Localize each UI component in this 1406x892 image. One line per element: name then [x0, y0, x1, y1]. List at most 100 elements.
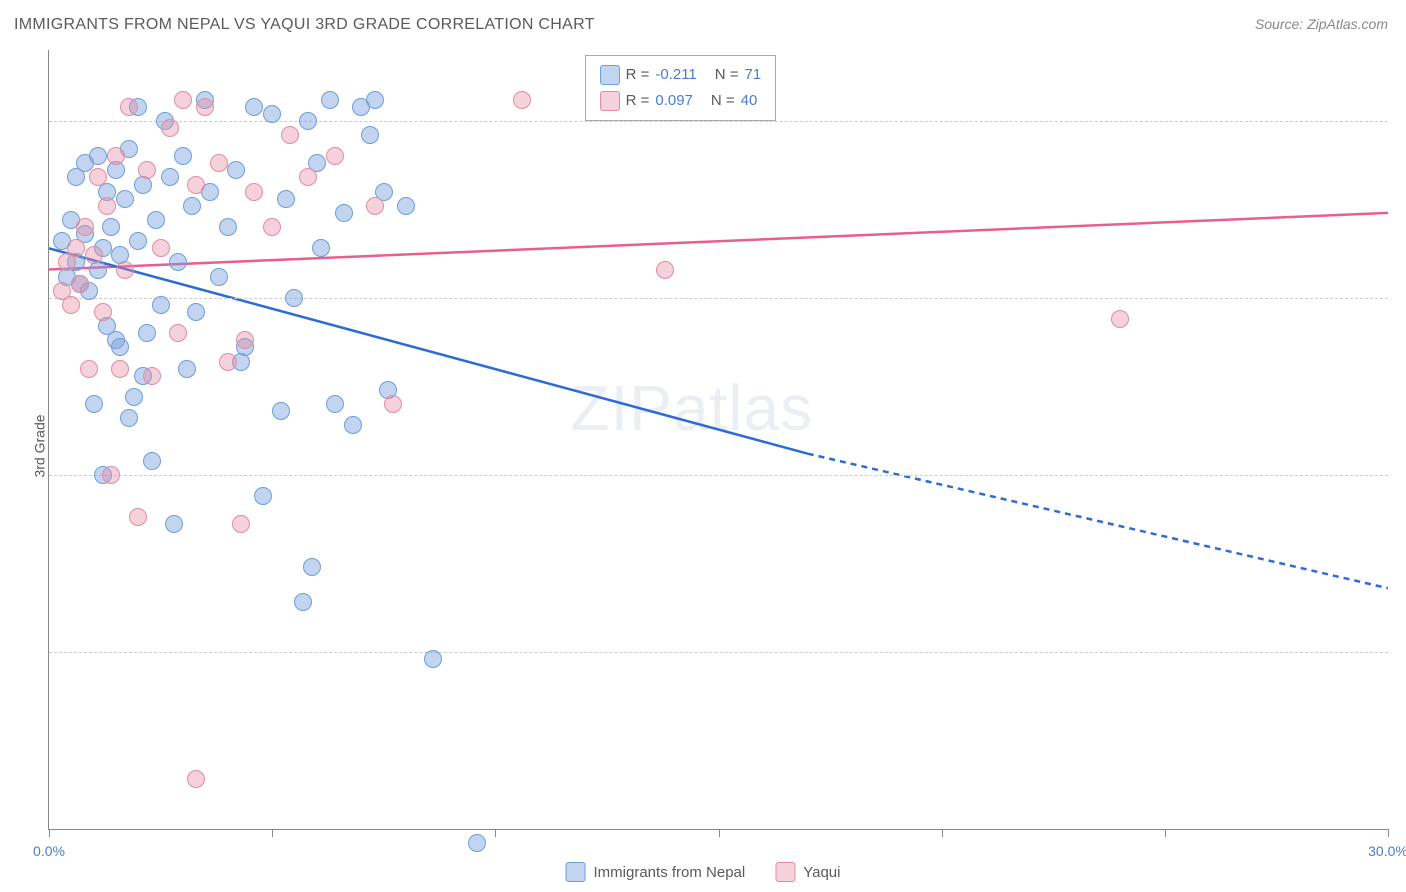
data-point: [143, 367, 161, 385]
gridline: [49, 298, 1388, 299]
data-point: [80, 360, 98, 378]
data-point: [152, 239, 170, 257]
data-point: [102, 218, 120, 236]
chart-title: IMMIGRANTS FROM NEPAL VS YAQUI 3RD GRADE…: [14, 16, 595, 34]
data-point: [299, 168, 317, 186]
data-point: [187, 770, 205, 788]
data-point: [187, 303, 205, 321]
data-point: [85, 246, 103, 264]
data-point: [272, 402, 290, 420]
data-point: [236, 331, 254, 349]
r-label: R =: [626, 88, 650, 114]
swatch-pink: [775, 862, 795, 882]
data-point: [254, 487, 272, 505]
data-point: [281, 126, 299, 144]
data-point: [366, 197, 384, 215]
data-point: [326, 147, 344, 165]
x-tick-label: 0.0%: [33, 843, 65, 859]
data-point: [468, 834, 486, 852]
data-point: [76, 218, 94, 236]
data-point: [335, 204, 353, 222]
x-tick: [1165, 829, 1166, 837]
x-tick-label: 30.0%: [1368, 843, 1406, 859]
data-point: [120, 409, 138, 427]
data-point: [321, 91, 339, 109]
gridline: [49, 652, 1388, 653]
data-point: [187, 176, 205, 194]
x-tick: [719, 829, 720, 837]
x-tick: [495, 829, 496, 837]
data-point: [138, 161, 156, 179]
data-point: [120, 98, 138, 116]
stats-row-blue: R = -0.211 N = 71: [600, 62, 762, 88]
data-point: [183, 197, 201, 215]
data-point: [263, 218, 281, 236]
data-point: [344, 416, 362, 434]
data-point: [263, 105, 281, 123]
data-point: [102, 466, 120, 484]
data-point: [138, 324, 156, 342]
data-point: [219, 353, 237, 371]
data-point: [85, 395, 103, 413]
data-point: [169, 324, 187, 342]
data-point: [312, 239, 330, 257]
data-point: [245, 183, 263, 201]
data-point: [294, 593, 312, 611]
data-point: [303, 558, 321, 576]
data-point: [178, 360, 196, 378]
r-value-blue: -0.211: [655, 62, 696, 88]
data-point: [285, 289, 303, 307]
data-point: [116, 190, 134, 208]
data-point: [129, 232, 147, 250]
data-point: [174, 91, 192, 109]
data-point: [161, 119, 179, 137]
trend-lines: [49, 50, 1388, 829]
data-point: [227, 161, 245, 179]
swatch-pink: [600, 91, 620, 111]
gridline: [49, 475, 1388, 476]
data-point: [129, 508, 147, 526]
stats-row-pink: R = 0.097 N = 40: [600, 88, 762, 114]
data-point: [366, 91, 384, 109]
data-point: [513, 91, 531, 109]
data-point: [326, 395, 344, 413]
y-axis-label: 3rd Grade: [32, 414, 48, 477]
stats-legend: R = -0.211 N = 71 R = 0.097 N = 40: [585, 55, 777, 121]
data-point: [89, 147, 107, 165]
data-point: [1111, 310, 1129, 328]
gridline: [49, 121, 1388, 122]
data-point: [210, 268, 228, 286]
data-point: [143, 452, 161, 470]
swatch-blue: [600, 65, 620, 85]
legend-label-pink: Yaqui: [803, 864, 840, 881]
data-point: [71, 275, 89, 293]
legend-item-blue: Immigrants from Nepal: [566, 862, 746, 882]
data-point: [89, 168, 107, 186]
data-point: [424, 650, 442, 668]
plot-area: ZIPatlas R = -0.211 N = 71 R = 0.097 N =…: [48, 50, 1388, 830]
x-tick: [272, 829, 273, 837]
x-tick: [942, 829, 943, 837]
data-point: [147, 211, 165, 229]
data-point: [210, 154, 228, 172]
r-value-pink: 0.097: [655, 88, 693, 114]
legend-item-pink: Yaqui: [775, 862, 840, 882]
data-point: [111, 360, 129, 378]
data-point: [161, 168, 179, 186]
data-point: [116, 261, 134, 279]
n-value-blue: 71: [745, 62, 762, 88]
n-label: N =: [715, 62, 739, 88]
data-point: [397, 197, 415, 215]
data-point: [152, 296, 170, 314]
data-point: [111, 338, 129, 356]
data-point: [299, 112, 317, 130]
data-point: [94, 303, 112, 321]
legend-label-blue: Immigrants from Nepal: [594, 864, 746, 881]
data-point: [656, 261, 674, 279]
data-point: [62, 296, 80, 314]
data-point: [174, 147, 192, 165]
chart-source: Source: ZipAtlas.com: [1255, 16, 1388, 32]
data-point: [165, 515, 183, 533]
data-point: [384, 395, 402, 413]
x-tick: [1388, 829, 1389, 837]
